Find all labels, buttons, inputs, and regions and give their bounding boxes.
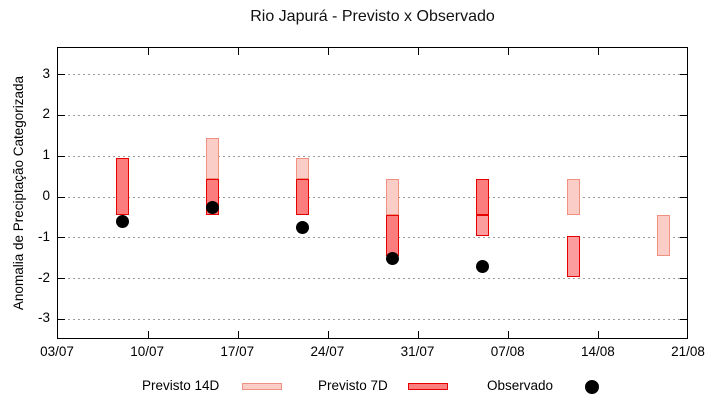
observed-dot-29/07 [386, 251, 400, 265]
forecast-bar-dark-29/07 [386, 215, 400, 257]
gridline-y1 [58, 155, 687, 157]
gridline-y-1 [58, 237, 687, 239]
y-tick-right [680, 318, 687, 320]
gridline-y3 [58, 74, 687, 75]
x-tick-label: 21/08 [671, 344, 705, 359]
y-tick-label: 2 [42, 106, 50, 122]
observed-dot-22/07 [296, 221, 310, 235]
legend-label-dark: Previsto 7D [318, 378, 388, 393]
y-tick-right [680, 278, 687, 280]
legend-swatch-light [242, 383, 282, 390]
y-tick-left [58, 237, 65, 239]
gridline-y0 [58, 196, 687, 198]
forecast-bar-light-22/07 [296, 158, 310, 179]
y-tick-label: 1 [42, 147, 50, 163]
forecast-bar-light-19/08 [656, 215, 670, 257]
forecast-bar-light-15/07 [206, 137, 220, 179]
y-tick-label: -2 [37, 269, 50, 285]
y-tick-left [58, 114, 65, 116]
x-tick-label: 07/08 [490, 344, 525, 359]
gridline-y-3 [58, 318, 687, 320]
observed-dot-15/07 [206, 200, 220, 214]
y-tick-label: 3 [42, 65, 50, 81]
gridline-y2 [58, 114, 687, 116]
x-tick-label: 31/07 [400, 344, 435, 359]
x-tick-bottom [598, 331, 600, 338]
x-tick-top [327, 48, 329, 55]
observed-dot-08/07 [115, 214, 129, 228]
forecast-bar-mid-12/08 [566, 235, 580, 277]
x-tick-label: 17/07 [220, 344, 255, 359]
y-tick-right [680, 155, 687, 157]
forecast-bar-mid-05/08 [476, 215, 490, 236]
x-tick-bottom [418, 331, 420, 338]
plot-area [57, 47, 688, 339]
forecast-bar-dark-22/07 [296, 178, 310, 216]
x-tick-top [598, 48, 600, 55]
x-tick-top [508, 48, 510, 55]
y-tick-left [58, 196, 65, 198]
legend-label-light: Previsto 14D [142, 378, 220, 393]
x-tick-label: 14/08 [580, 344, 615, 359]
legend-swatch-dark [408, 383, 448, 390]
y-tick-left [58, 155, 65, 157]
legend-observado-dot [585, 380, 599, 394]
x-tick-label: 03/07 [40, 344, 74, 359]
forecast-bar-light-12/08 [566, 178, 580, 216]
y-tick-right [680, 74, 687, 75]
x-tick-top [147, 48, 149, 55]
observed-dot-05/08 [476, 259, 490, 273]
x-tick-bottom [147, 331, 149, 338]
gridline-y-2 [58, 278, 687, 280]
x-tick-label: 10/07 [130, 344, 165, 359]
y-tick-label: -3 [37, 310, 50, 326]
y-tick-right [680, 237, 687, 239]
legend-label-dot: Observado [487, 378, 554, 393]
forecast-bar-dark-05/08 [476, 178, 490, 216]
y-tick-left [58, 318, 65, 320]
x-tick-bottom [237, 331, 239, 338]
forecast-bar-dark-08/07 [115, 158, 129, 216]
y-tick-right [680, 196, 687, 198]
x-tick-bottom [327, 331, 329, 338]
y-tick-label: -1 [37, 228, 50, 244]
y-tick-label: 0 [42, 188, 50, 203]
y-tick-left [58, 74, 65, 75]
chart-title: Rio Japurá - Previsto x Observado [250, 8, 495, 25]
y-tick-right [680, 114, 687, 116]
x-tick-top [237, 48, 239, 55]
x-tick-label: 24/07 [310, 344, 345, 359]
x-tick-top [418, 48, 420, 55]
y-tick-left [58, 278, 65, 280]
x-tick-bottom [508, 331, 510, 338]
forecast-bar-light-29/07 [386, 178, 400, 216]
